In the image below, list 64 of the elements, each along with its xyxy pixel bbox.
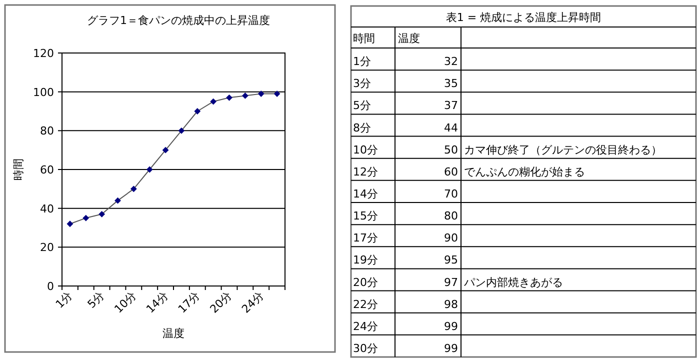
- x-tick-label: 5分: [85, 288, 107, 311]
- category-label: 5分: [353, 99, 371, 112]
- point: [226, 94, 232, 101]
- chart-title: グラフ1＝食パンの焼成中の上昇温度: [87, 14, 270, 27]
- point: [98, 210, 106, 218]
- data-label: 95: [444, 254, 458, 267]
- category-label: 12分: [353, 165, 378, 178]
- data-label: 35: [444, 77, 458, 90]
- x-tick-label: 1分: [53, 288, 76, 311]
- y-tick-label: 40: [40, 202, 54, 216]
- category-label: 15分: [353, 210, 378, 223]
- data-label: 97: [444, 276, 458, 289]
- point: [258, 90, 264, 97]
- text: カマ伸び終了（グルテンの役目終わる）: [464, 143, 662, 156]
- x-tick-label: 24分: [239, 288, 266, 316]
- x-tick-label: 10分: [112, 288, 139, 316]
- point: [130, 186, 137, 192]
- point: [162, 146, 169, 154]
- category-label: 20分: [353, 276, 378, 289]
- x-tick-label: 14分: [144, 288, 171, 316]
- text: 表1 = 焼成による温度上昇時間: [446, 11, 602, 24]
- text: でんぷんの糊化が始まる: [464, 165, 585, 178]
- category-label: 3分: [353, 77, 371, 90]
- x-axis-title: 温度: [162, 327, 184, 340]
- point: [178, 127, 185, 134]
- category-label: 8分: [353, 121, 371, 134]
- category-label: 24分: [353, 320, 378, 333]
- category-label: 19分: [353, 254, 378, 267]
- point: [66, 220, 74, 228]
- category-label: 1分: [353, 55, 371, 68]
- point: [210, 98, 217, 105]
- data-label: 99: [444, 320, 458, 333]
- y-axis-title: 時間: [12, 158, 25, 180]
- category-label: 30分: [353, 342, 378, 355]
- category-label: 22分: [353, 298, 378, 311]
- category-label: 17分: [353, 232, 378, 245]
- text: パン内部焼きあがる: [464, 276, 563, 289]
- y-tick-label: 60: [40, 164, 54, 176]
- category-label: 14分: [353, 188, 378, 200]
- data-label: 37: [444, 99, 458, 112]
- data-label: 90: [444, 232, 458, 245]
- y-tick-label: 80: [40, 124, 54, 138]
- point: [82, 214, 90, 222]
- point: [194, 108, 201, 114]
- x-tick-label: 20分: [208, 288, 234, 316]
- data-label: 98: [444, 298, 458, 311]
- point: [114, 197, 121, 204]
- x-tick-label: 17分: [176, 288, 203, 316]
- y-tick-label: 0: [47, 280, 54, 293]
- category-label: 10分: [353, 143, 378, 156]
- point: [242, 92, 248, 99]
- data-label: 99: [444, 342, 458, 355]
- text: 時間: [353, 32, 375, 45]
- text: 温度: [398, 32, 420, 45]
- y-tick-label: 120: [33, 47, 54, 60]
- data-label: 80: [444, 210, 458, 223]
- data-label: 60: [444, 165, 458, 178]
- data-label: 70: [444, 188, 458, 200]
- point: [146, 166, 153, 173]
- data-label: 50: [444, 143, 458, 156]
- data-label: 44: [444, 121, 458, 134]
- y-tick-label: 100: [33, 86, 54, 99]
- data-label: 32: [444, 55, 458, 68]
- y-tick-label: 20: [40, 241, 54, 254]
